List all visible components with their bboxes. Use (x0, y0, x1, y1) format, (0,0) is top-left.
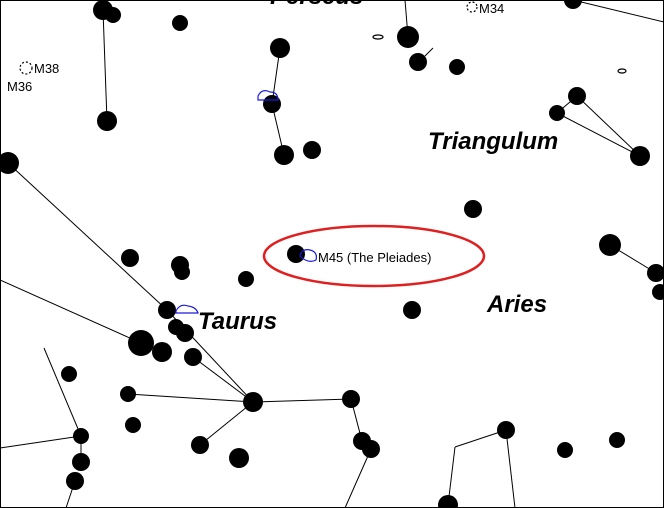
star (72, 453, 90, 471)
star (243, 392, 263, 412)
constellation-label: Taurus (198, 308, 277, 335)
symbol (257, 90, 279, 101)
constellation-line (192, 356, 254, 403)
star (184, 348, 202, 366)
star (303, 141, 321, 159)
star (568, 87, 586, 105)
object-label: M45 (The Pleiades) (318, 250, 431, 265)
star (105, 7, 121, 23)
symbol (617, 68, 627, 74)
star (121, 249, 139, 267)
star (0, 152, 19, 174)
symbol (299, 249, 317, 262)
constellation-line (556, 112, 641, 157)
star (238, 271, 254, 287)
object-label: M36 (7, 79, 32, 94)
star (73, 428, 89, 444)
star (564, 0, 582, 9)
highlight-ellipse (262, 224, 486, 288)
star (158, 301, 176, 319)
constellation-line (127, 393, 254, 403)
constellation-line (102, 9, 108, 122)
star (274, 145, 294, 165)
star (362, 440, 380, 458)
star (464, 200, 482, 218)
star (128, 330, 154, 356)
star (172, 15, 188, 31)
star (497, 421, 515, 439)
star (438, 495, 458, 508)
star (647, 264, 664, 282)
star (61, 366, 77, 382)
star (609, 432, 625, 448)
constellation-line (572, 0, 664, 23)
star (176, 324, 194, 342)
object-label: M34 (479, 1, 504, 16)
constellation-label: Perseus (270, 0, 363, 10)
star (630, 146, 650, 166)
constellation-line (199, 401, 254, 446)
star (125, 417, 141, 433)
constellation-line (7, 162, 168, 311)
constellation-label: Triangulum (428, 128, 558, 155)
star (174, 264, 190, 280)
star (409, 53, 427, 71)
constellation-line (344, 448, 372, 508)
star (557, 442, 573, 458)
constellation-line (576, 95, 641, 157)
constellation-line (0, 279, 142, 344)
star (449, 59, 465, 75)
constellation-line (252, 398, 352, 403)
nebulae (19, 1, 627, 314)
constellation-label: Aries (486, 291, 547, 318)
star (120, 386, 136, 402)
constellation-line (43, 347, 82, 437)
star (270, 38, 290, 58)
star (403, 301, 421, 319)
symbol (175, 304, 199, 314)
star (549, 105, 565, 121)
object-label: M38 (34, 61, 59, 76)
star (191, 436, 209, 454)
star (287, 245, 305, 263)
star (229, 448, 249, 468)
constellation-line (505, 429, 516, 508)
star (152, 342, 172, 362)
star (97, 111, 117, 131)
symbol (372, 34, 384, 40)
star (342, 390, 360, 408)
constellation-line (424, 47, 434, 57)
star (599, 234, 621, 256)
symbol (19, 61, 33, 75)
star (652, 284, 664, 300)
star (66, 472, 84, 490)
symbol (466, 1, 478, 13)
star (397, 26, 419, 48)
constellation-line (0, 435, 82, 449)
